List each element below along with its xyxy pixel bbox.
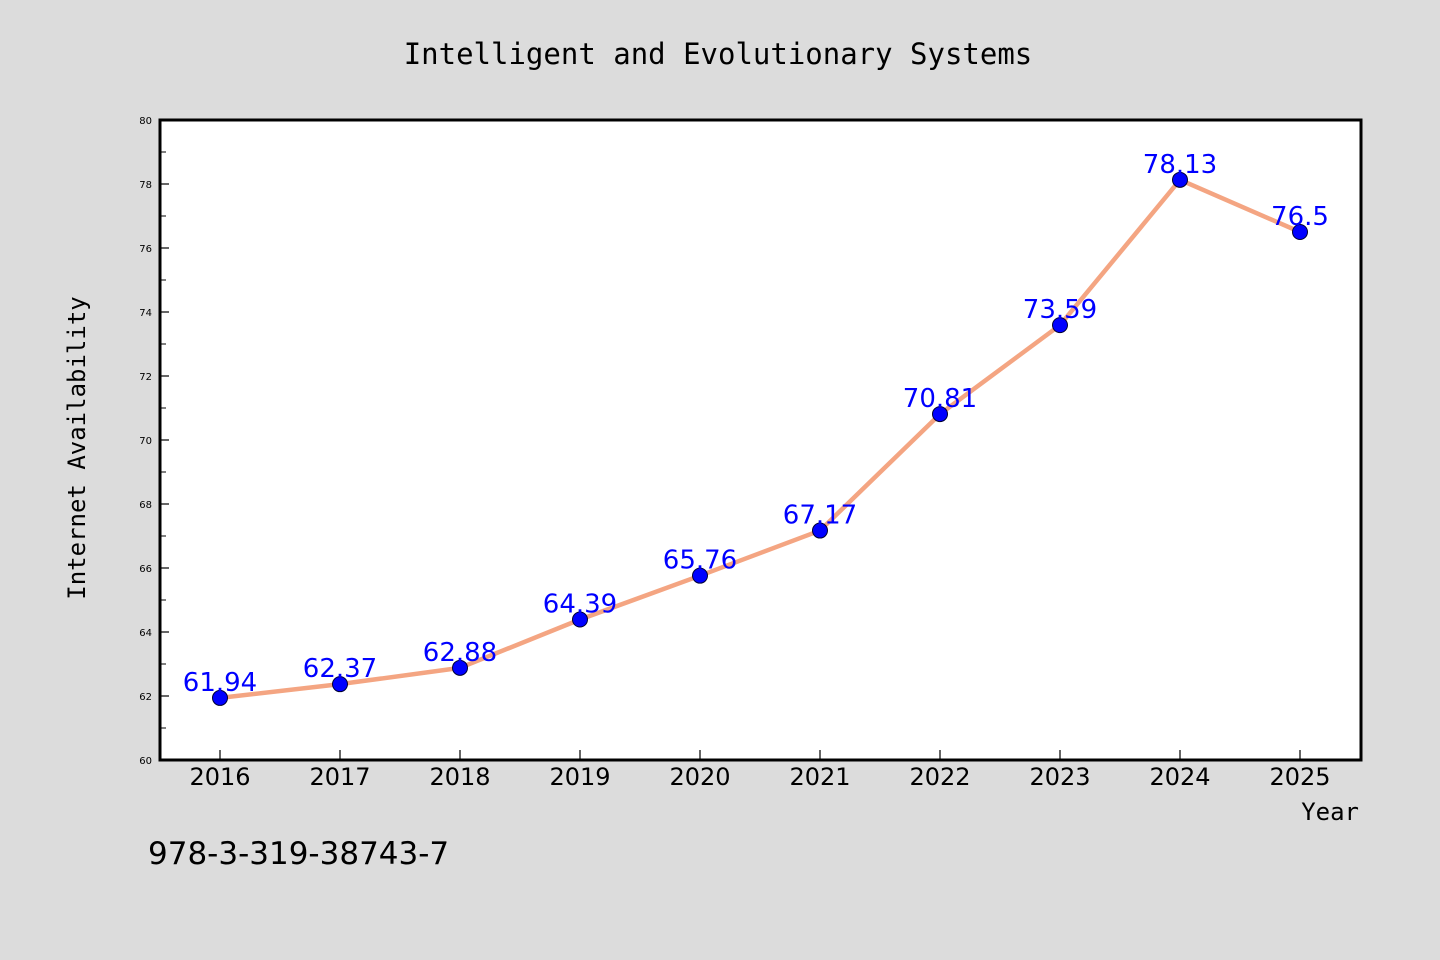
data-point	[1172, 171, 1188, 188]
y-tick-label: 72	[139, 372, 152, 383]
isbn-footnote: 978-3-319-38743-7	[148, 836, 449, 872]
data-label: 73.59	[1023, 295, 1097, 325]
data-point	[1292, 224, 1308, 240]
y-tick-labels: 60 62 64 66 68 70 72 74 76 78 80	[139, 116, 152, 767]
chart-title: Intelligent and Evolutionary Systems	[404, 37, 1033, 71]
y-tick-label: 66	[139, 564, 152, 575]
y-tick-label: 70	[139, 436, 152, 447]
x-tick-label: 2023	[1029, 763, 1090, 791]
data-point	[932, 406, 948, 423]
data-label: 64.39	[543, 590, 617, 620]
data-point	[332, 676, 348, 693]
data-label: 70.81	[903, 384, 977, 414]
data-label: 61.94	[183, 668, 257, 698]
y-tick-label: 78	[139, 180, 152, 191]
x-tick-label: 2018	[429, 763, 490, 791]
plot-area	[160, 120, 1361, 760]
x-ticks	[219, 750, 1301, 760]
y-tick-label: 76	[139, 244, 152, 255]
x-tick-label: 2024	[1149, 763, 1210, 791]
data-label: 78.13	[1143, 150, 1217, 180]
data-label: 62.88	[423, 638, 497, 668]
data-point	[692, 567, 708, 584]
y-tick-label: 60	[139, 756, 152, 767]
data-label: 62.37	[303, 654, 377, 684]
x-tick-labels: 2016 2017 2018 2019 2020 2021 2022 2023 2024 2025	[189, 763, 1330, 791]
series-line	[219, 177, 1301, 701]
y-tick-label: 62	[139, 692, 152, 703]
x-axis-label: Year	[1301, 798, 1359, 826]
x-tick-label: 2022	[909, 763, 970, 791]
x-tick-label: 2019	[549, 763, 610, 791]
x-tick-label: 2021	[789, 763, 850, 791]
y-tick-label: 80	[139, 116, 152, 127]
data-point	[572, 611, 588, 628]
x-tick-label: 2016	[189, 763, 250, 791]
x-tick-label: 2020	[669, 763, 730, 791]
y-tick-label: 68	[139, 500, 152, 511]
data-point	[812, 522, 828, 539]
data-markers	[212, 171, 1308, 706]
data-point	[1052, 317, 1068, 334]
y-tick-label: 64	[139, 628, 152, 639]
data-label: 65.76	[663, 546, 737, 576]
y-axis-label: Internet Availability	[63, 296, 91, 599]
x-tick-label: 2017	[309, 763, 370, 791]
data-point	[212, 689, 228, 706]
data-label: 67.17	[783, 501, 857, 531]
data-label: 76.5	[1271, 202, 1329, 232]
x-tick-label: 2025	[1269, 763, 1330, 791]
data-point	[452, 659, 468, 676]
data-labels: 61.94 62.37 62.88 64.39 65.76 67.17 70.81 73.59…	[183, 150, 1329, 698]
y-tick-label: 74	[139, 308, 152, 319]
plot-frame	[158, 118, 1363, 762]
